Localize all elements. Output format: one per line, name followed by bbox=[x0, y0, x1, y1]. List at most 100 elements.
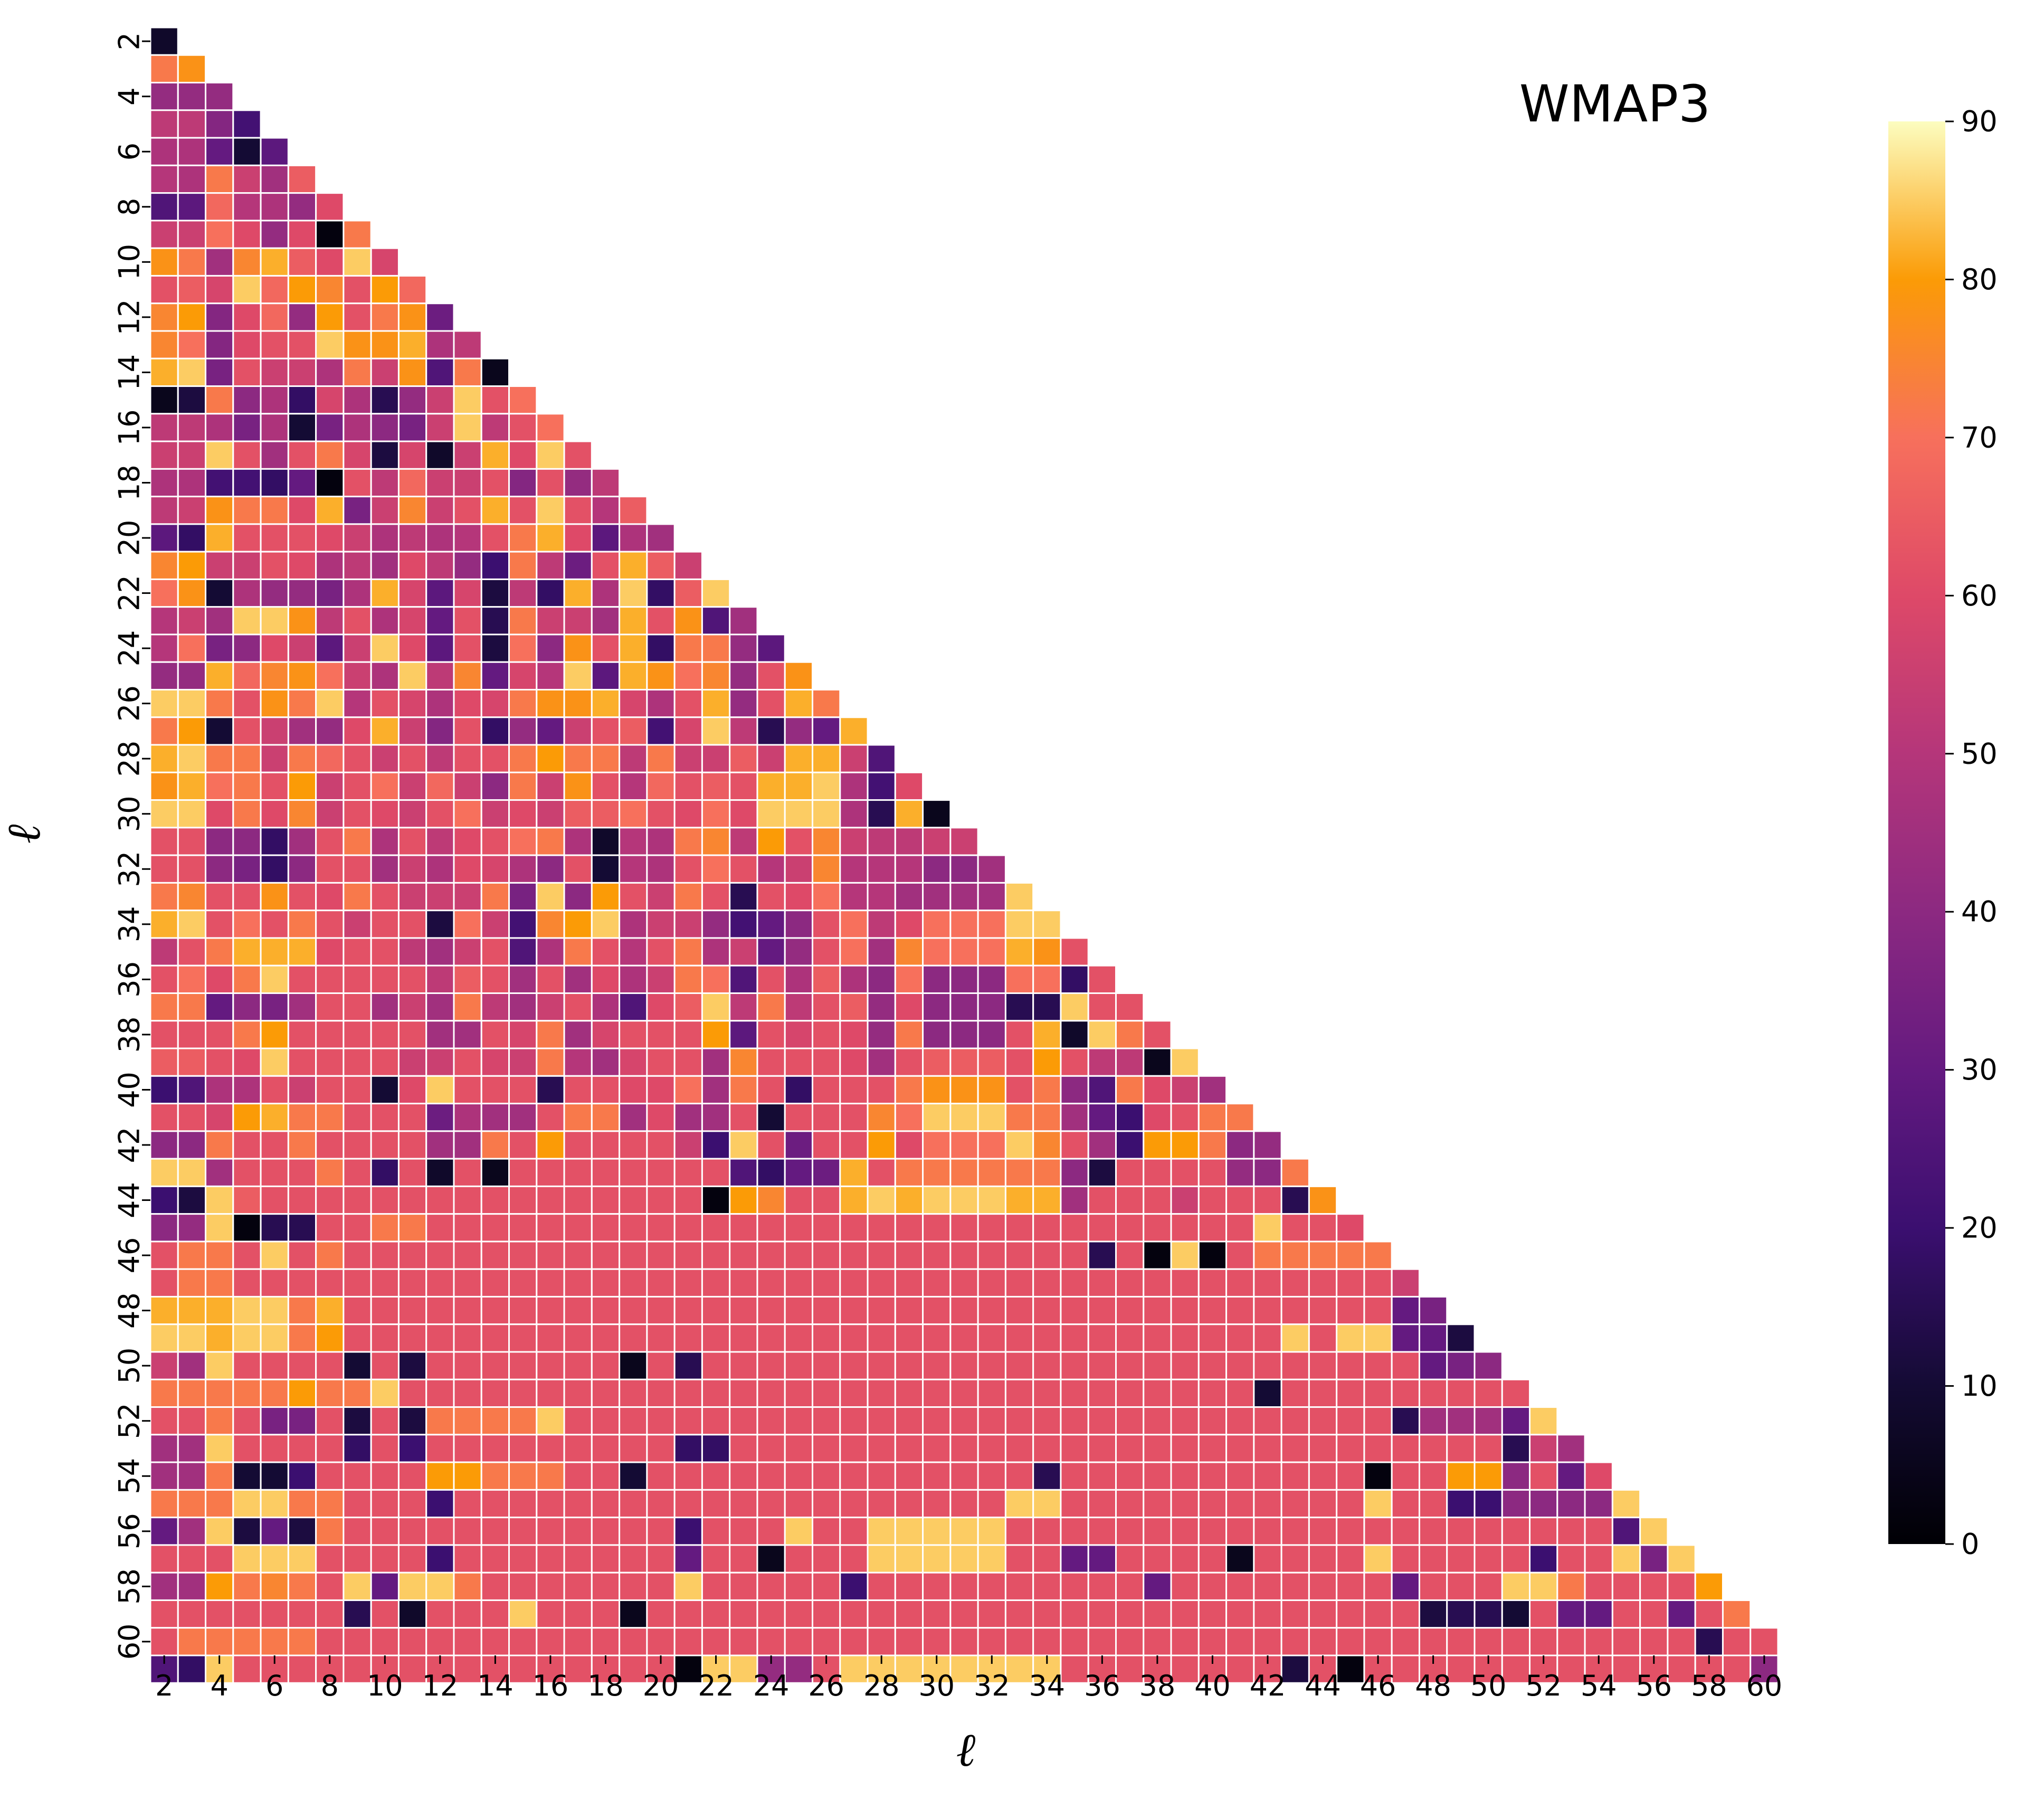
heatmap-cell bbox=[232, 1654, 262, 1684]
heatmap-cell bbox=[1611, 1599, 1641, 1629]
heatmap-cell bbox=[839, 1158, 869, 1187]
heatmap-cell bbox=[867, 1351, 896, 1380]
heatmap-cell bbox=[729, 854, 758, 884]
heatmap-cell bbox=[315, 1213, 345, 1243]
heatmap-cell bbox=[784, 1268, 814, 1298]
heatmap-cell bbox=[287, 1571, 317, 1601]
heatmap-cell bbox=[425, 302, 455, 332]
heatmap-cell bbox=[205, 1268, 234, 1298]
heatmap-cell bbox=[839, 1544, 869, 1574]
heatmap-cell bbox=[784, 744, 814, 773]
heatmap-cell bbox=[812, 1295, 841, 1325]
heatmap-cell bbox=[343, 551, 372, 580]
heatmap-cell bbox=[397, 413, 427, 442]
heatmap-cell bbox=[619, 1378, 648, 1408]
heatmap-cell bbox=[177, 1047, 207, 1077]
heatmap-cell bbox=[701, 827, 731, 856]
heatmap-cell bbox=[1087, 1461, 1117, 1491]
heatmap-cell bbox=[784, 1599, 814, 1629]
heatmap-cell bbox=[701, 744, 731, 773]
heatmap-cell bbox=[1032, 1351, 1062, 1380]
heatmap-cell bbox=[646, 1103, 676, 1132]
heatmap-cell bbox=[1032, 1571, 1062, 1601]
heatmap-cell bbox=[260, 882, 289, 912]
heatmap-cell bbox=[977, 1158, 1006, 1187]
heatmap-cell bbox=[1280, 1213, 1310, 1243]
heatmap-cell bbox=[867, 1185, 896, 1215]
heatmap-cell bbox=[397, 1268, 427, 1298]
heatmap-cell bbox=[1529, 1599, 1558, 1629]
heatmap-cell bbox=[287, 468, 317, 498]
heatmap-cell bbox=[508, 413, 538, 442]
heatmap-cell bbox=[370, 468, 400, 498]
heatmap-cell bbox=[977, 1075, 1006, 1105]
heatmap-cell bbox=[591, 468, 621, 498]
heatmap-cell bbox=[315, 1268, 345, 1298]
heatmap-cell bbox=[1032, 1599, 1062, 1629]
heatmap-cell bbox=[260, 578, 289, 608]
heatmap-cell bbox=[867, 1295, 896, 1325]
heatmap-cell bbox=[563, 1434, 593, 1463]
heatmap-cell bbox=[315, 1020, 345, 1049]
heatmap-cell bbox=[812, 1047, 841, 1077]
heatmap-cell bbox=[343, 357, 372, 387]
heatmap-cell bbox=[287, 413, 317, 442]
heatmap-cell bbox=[591, 1130, 621, 1160]
heatmap-cell bbox=[977, 1599, 1006, 1629]
heatmap-cell bbox=[673, 910, 703, 939]
heatmap-cell bbox=[1060, 1489, 1089, 1519]
heatmap-cell bbox=[260, 1489, 289, 1519]
heatmap-cell bbox=[287, 882, 317, 912]
heatmap-cell bbox=[315, 1295, 345, 1325]
heatmap-cell bbox=[343, 689, 372, 718]
heatmap-cell bbox=[508, 496, 538, 525]
heatmap-cell bbox=[149, 1517, 179, 1546]
heatmap-cell bbox=[1087, 992, 1117, 1022]
heatmap-cell bbox=[149, 1544, 179, 1574]
heatmap-cell bbox=[812, 1544, 841, 1574]
colorbar-tick-label: 10 bbox=[1961, 1369, 1998, 1403]
heatmap-cell bbox=[453, 1599, 482, 1629]
heatmap-cell bbox=[1225, 1571, 1255, 1601]
heatmap-cell bbox=[756, 1295, 786, 1325]
heatmap-cell bbox=[563, 854, 593, 884]
heatmap-cell bbox=[1280, 1295, 1310, 1325]
heatmap-cell bbox=[1363, 1295, 1393, 1325]
heatmap-cell bbox=[1308, 1434, 1338, 1463]
heatmap-cell bbox=[177, 1489, 207, 1519]
heatmap-cell bbox=[922, 1158, 952, 1187]
x-tick-label: 42 bbox=[1250, 1669, 1286, 1702]
heatmap-cell bbox=[701, 992, 731, 1022]
heatmap-cell bbox=[977, 1434, 1006, 1463]
heatmap-cell bbox=[260, 247, 289, 277]
heatmap-cell bbox=[260, 1571, 289, 1601]
heatmap-cell bbox=[894, 1020, 924, 1049]
heatmap-cell bbox=[453, 910, 482, 939]
heatmap-cell bbox=[977, 854, 1006, 884]
heatmap-cell bbox=[949, 992, 979, 1022]
heatmap-cell bbox=[370, 964, 400, 994]
heatmap-cell bbox=[701, 1130, 731, 1160]
heatmap-cell bbox=[480, 1378, 510, 1408]
heatmap-cell bbox=[867, 827, 896, 856]
heatmap-cell bbox=[315, 330, 345, 359]
heatmap-cell bbox=[149, 1158, 179, 1187]
heatmap-cell bbox=[591, 633, 621, 663]
heatmap-cell bbox=[619, 854, 648, 884]
heatmap-cell bbox=[646, 1434, 676, 1463]
heatmap-cell bbox=[343, 1406, 372, 1436]
heatmap-cell bbox=[867, 1378, 896, 1408]
heatmap-cell bbox=[894, 937, 924, 967]
heatmap-cell bbox=[260, 468, 289, 498]
heatmap-cell bbox=[922, 1489, 952, 1519]
heatmap-cell bbox=[370, 1158, 400, 1187]
x-tick-label: 54 bbox=[1581, 1669, 1617, 1702]
heatmap-cell bbox=[619, 1020, 648, 1049]
heatmap-cell bbox=[756, 1406, 786, 1436]
heatmap-cell bbox=[508, 606, 538, 636]
heatmap-cell bbox=[922, 1544, 952, 1574]
heatmap-cell bbox=[1529, 1461, 1558, 1491]
y-tick-label: 58 bbox=[113, 1568, 146, 1605]
heatmap-cell bbox=[1004, 1517, 1034, 1546]
heatmap-cell bbox=[260, 440, 289, 470]
